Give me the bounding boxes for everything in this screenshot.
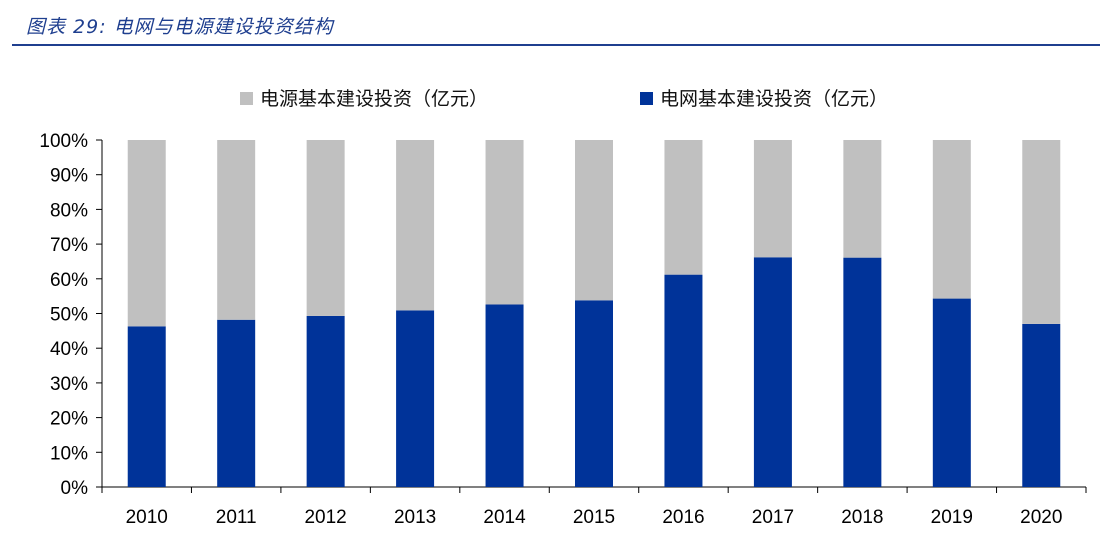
y-tick-label: 40% bbox=[50, 339, 88, 360]
legend-label: 电源基本建设投资（亿元） bbox=[260, 88, 488, 110]
legend-swatch bbox=[640, 92, 653, 105]
figure-label: 图表 29: bbox=[26, 16, 107, 38]
bar-segment bbox=[306, 140, 345, 316]
bar-segment bbox=[127, 140, 166, 327]
bar-segment bbox=[396, 140, 435, 311]
bar-segment bbox=[217, 319, 256, 487]
y-tick-label: 100% bbox=[39, 131, 88, 152]
y-tick-label: 0% bbox=[61, 478, 89, 499]
figure-title: 图表 29: 电网与电源建设投资结构 bbox=[26, 12, 334, 39]
bar-segment bbox=[485, 140, 524, 305]
figure-caption: 电网与电源建设投资结构 bbox=[113, 16, 334, 38]
x-tick-label: 2020 bbox=[1020, 507, 1062, 528]
x-tick-label: 2013 bbox=[394, 507, 436, 528]
x-tick-label: 2014 bbox=[483, 507, 526, 528]
bar-segment bbox=[1022, 323, 1061, 487]
y-tick-label: 50% bbox=[50, 305, 88, 326]
y-tick-label: 10% bbox=[50, 443, 88, 464]
y-tick-label: 60% bbox=[50, 270, 88, 291]
bar-segment bbox=[485, 304, 524, 487]
bar-segment bbox=[664, 274, 703, 487]
bar-segment bbox=[843, 257, 882, 487]
bar-segment bbox=[217, 140, 256, 320]
y-tick-label: 80% bbox=[50, 200, 88, 221]
x-tick-label: 2019 bbox=[931, 507, 973, 528]
bar-segment bbox=[575, 300, 613, 487]
bar-segment bbox=[306, 315, 345, 487]
bar-segment bbox=[932, 298, 971, 487]
x-tick-label: 2010 bbox=[126, 507, 168, 528]
bar-segment bbox=[396, 310, 435, 487]
title-divider bbox=[12, 44, 1100, 46]
bar-segment bbox=[664, 140, 703, 275]
x-tick-label: 2011 bbox=[216, 507, 257, 528]
x-tick-label: 2015 bbox=[573, 507, 615, 528]
x-tick-label: 2012 bbox=[304, 507, 346, 528]
x-tick-label: 2018 bbox=[841, 507, 883, 528]
legend-swatch bbox=[240, 92, 253, 105]
legend-label: 电网基本建设投资（亿元） bbox=[660, 88, 888, 110]
y-tick-label: 70% bbox=[50, 235, 88, 256]
bar-segment bbox=[753, 257, 792, 487]
y-tick-label: 20% bbox=[50, 409, 88, 430]
bar-segment bbox=[575, 140, 613, 301]
bar-segment bbox=[1022, 140, 1061, 324]
bar-segment bbox=[932, 140, 971, 299]
bar-segment bbox=[753, 140, 792, 258]
x-tick-label: 2016 bbox=[662, 507, 704, 528]
x-tick-label: 2017 bbox=[752, 507, 794, 528]
bar-segment bbox=[843, 140, 882, 258]
bar-segment bbox=[127, 326, 166, 487]
y-tick-label: 30% bbox=[50, 374, 88, 395]
y-tick-label: 90% bbox=[50, 166, 88, 187]
